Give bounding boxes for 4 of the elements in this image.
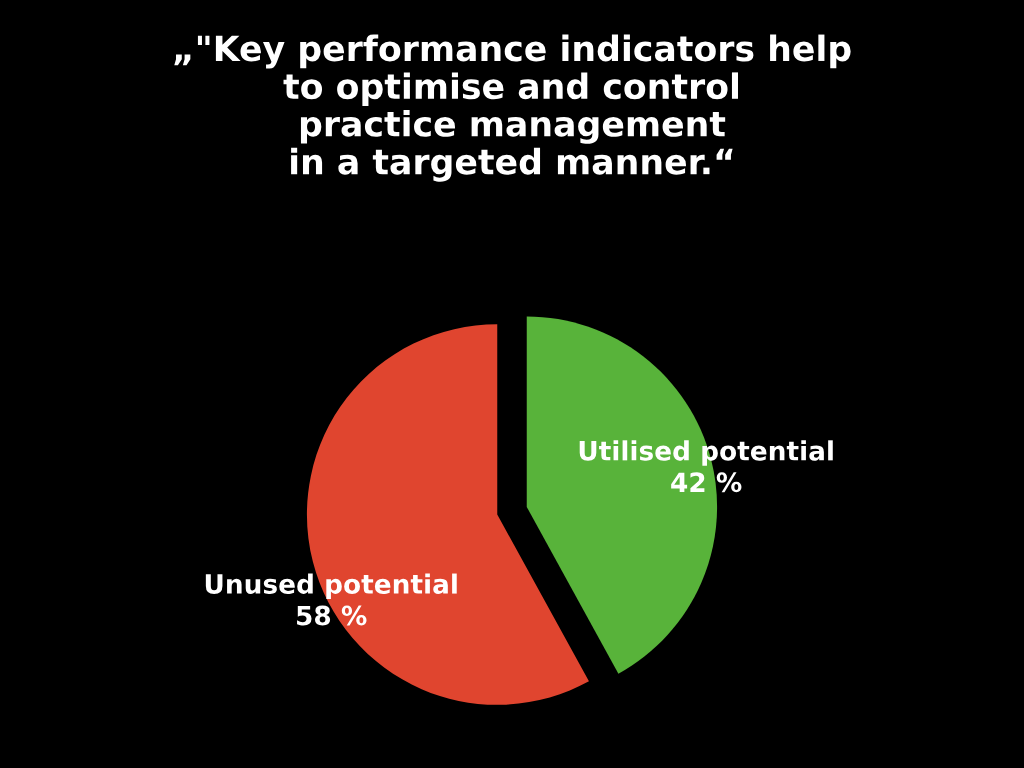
data-label: 42 % bbox=[671, 472, 742, 493]
chart-title: „"Key performance indicators help to optimise and control practice management in a targeted manner.“ bbox=[174, 34, 851, 182]
slice-label: Unused potential bbox=[205, 573, 457, 600]
data-label: 58 % bbox=[297, 605, 367, 626]
